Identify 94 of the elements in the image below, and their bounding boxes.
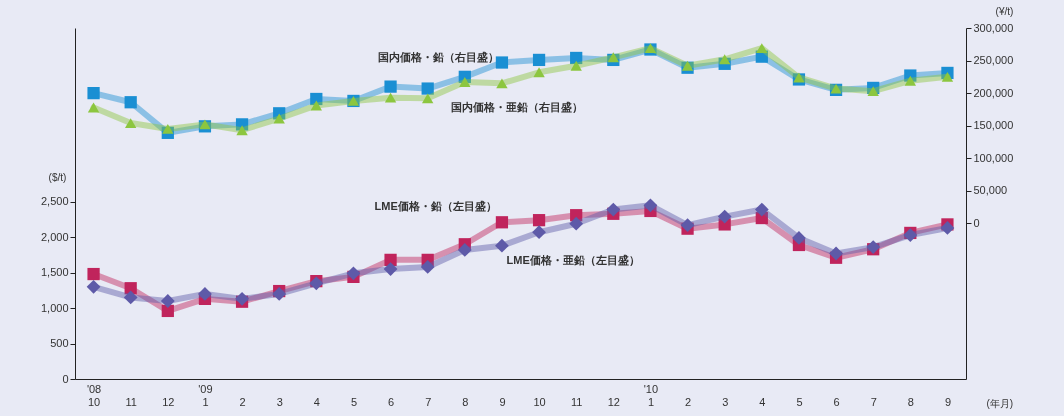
y-axis-title: ($/t) <box>48 171 67 183</box>
point <box>569 216 584 231</box>
series-label: 国内価格・亜鉛（右目盛） <box>450 101 583 115</box>
series-label: LME価格・亜鉛（左目盛） <box>506 253 640 267</box>
point <box>421 82 434 95</box>
x-tick-label: 8 <box>907 395 914 408</box>
point <box>198 287 212 301</box>
x-tick-label: 3 <box>276 395 283 408</box>
x-tick-label: 4 <box>313 395 320 408</box>
point <box>941 71 954 82</box>
point <box>273 113 285 124</box>
y2-tick-label: 150,000 <box>973 119 1014 132</box>
x-tick-label: '08 10 <box>86 382 102 408</box>
series-label: 国内価格・鉛（右目盛） <box>378 50 500 64</box>
x-tick-label: 2 <box>685 395 692 408</box>
x-tick-label: 8 <box>462 395 469 408</box>
point <box>867 86 879 97</box>
point <box>829 246 843 261</box>
x-tick-label: 6 <box>833 395 840 408</box>
x-tick-label: 5 <box>796 395 803 408</box>
point <box>532 214 546 227</box>
point <box>643 198 658 213</box>
point <box>160 294 175 308</box>
point <box>384 253 397 266</box>
x-tick-label: 10 <box>533 395 546 408</box>
x-tick-label: 7 <box>870 395 877 408</box>
x-tick-label: 11 <box>570 395 583 408</box>
point <box>607 52 620 63</box>
point <box>87 87 100 100</box>
y-tick-label: 0 <box>62 372 69 385</box>
point <box>124 96 137 109</box>
x-tick-label: 6 <box>388 395 395 408</box>
x-tick-label: 5 <box>350 395 357 408</box>
y-tick-label: 2,500 <box>40 195 69 208</box>
x-tick-label: 11 <box>125 395 137 408</box>
x-tick-label: 12 <box>162 395 175 408</box>
point <box>457 243 472 257</box>
x-tick-label: 7 <box>425 395 432 408</box>
y-tick-label: 2,000 <box>40 230 69 243</box>
point <box>87 102 100 113</box>
x-tick-label: 4 <box>759 395 766 408</box>
x-tick-label: 12 <box>607 395 620 408</box>
point <box>86 279 101 294</box>
point <box>570 60 582 71</box>
y-tick-label: 1,000 <box>40 301 69 314</box>
point <box>420 260 435 274</box>
y-tick-label: 500 <box>50 337 69 350</box>
point <box>792 231 806 245</box>
point <box>940 221 955 235</box>
point <box>236 125 248 136</box>
y2-tick-label: 100,000 <box>973 151 1014 164</box>
x-tick-label: 9 <box>499 395 506 408</box>
point <box>310 100 323 111</box>
x-tick-label: 3 <box>722 395 729 408</box>
point <box>570 51 583 65</box>
x-tick-label: 2 <box>239 395 246 408</box>
point <box>346 266 361 281</box>
point <box>87 267 100 281</box>
point <box>235 291 249 306</box>
point <box>383 262 398 276</box>
x-tick-label: '10 1 <box>643 382 659 408</box>
y2-tick-label: 50,000 <box>973 184 1008 197</box>
point <box>384 92 397 103</box>
point <box>718 54 731 65</box>
x-tick-label: 9 <box>944 395 951 408</box>
point <box>496 78 508 89</box>
point <box>495 238 509 253</box>
series-label: LME価格・鉛（左目盛） <box>374 199 497 213</box>
point <box>680 218 695 233</box>
point <box>756 43 768 54</box>
y2-tick-label: 200,000 <box>973 86 1014 99</box>
point <box>124 118 137 129</box>
x-tick-label: '09 1 <box>198 382 213 408</box>
point <box>459 77 471 87</box>
point <box>606 202 621 217</box>
point <box>754 202 769 217</box>
x-axis-title: (年月) <box>986 397 1014 409</box>
point <box>533 67 545 78</box>
point <box>532 53 546 67</box>
point <box>123 290 138 305</box>
y2-tick-label: 0 <box>973 216 980 229</box>
y2-tick-label: 250,000 <box>973 54 1014 67</box>
point <box>384 80 397 93</box>
point <box>532 225 546 240</box>
point <box>717 209 732 224</box>
y-tick-label: 1,500 <box>40 266 69 279</box>
point <box>421 93 434 104</box>
y2-tick-label: 300,000 <box>973 21 1014 34</box>
point <box>162 124 174 134</box>
point <box>495 216 509 229</box>
point <box>161 304 174 318</box>
y2-axis-title: (¥/t) <box>995 5 1014 17</box>
point <box>904 75 917 86</box>
point <box>495 56 509 69</box>
